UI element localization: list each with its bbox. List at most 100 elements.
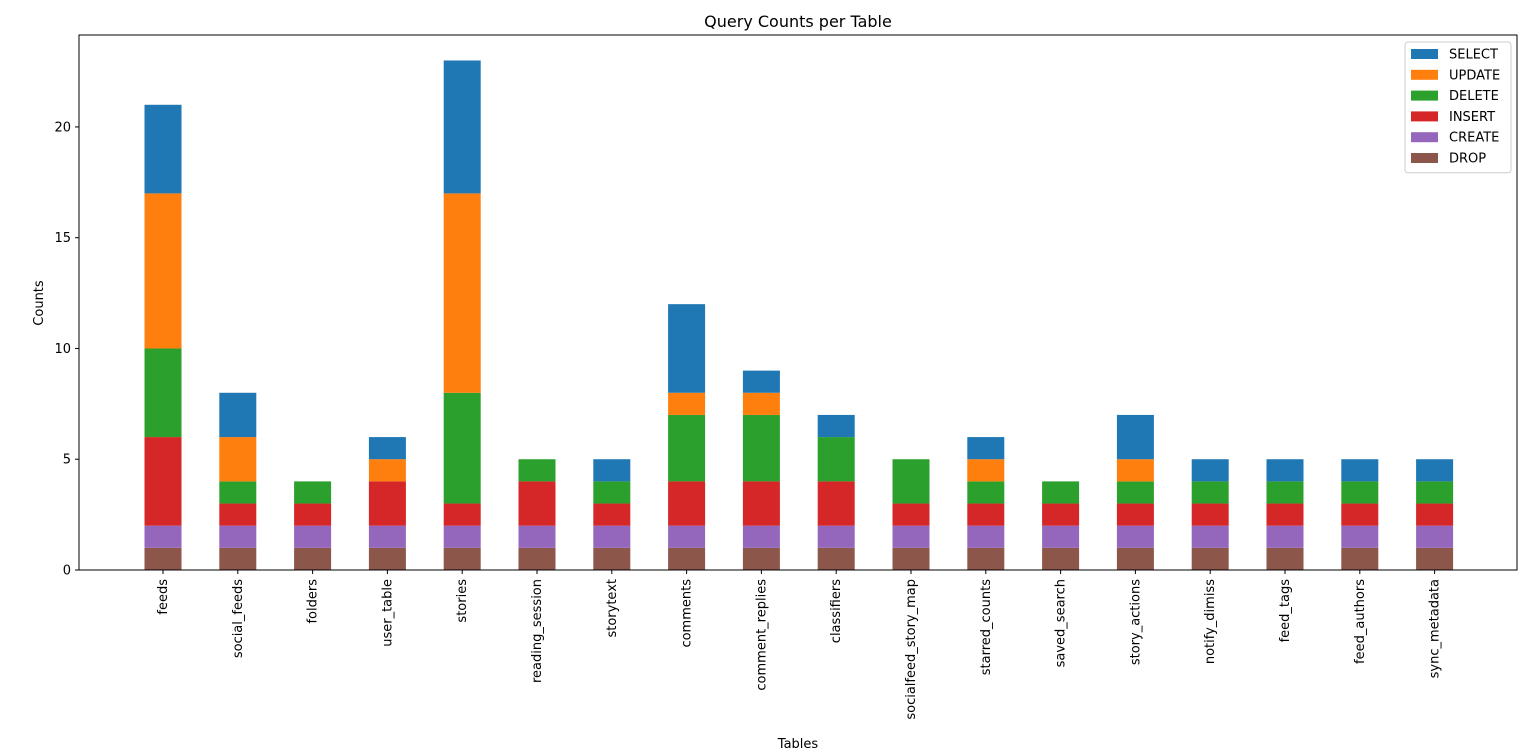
legend-swatch-delete bbox=[1411, 90, 1438, 101]
x-tick-label-stories: stories bbox=[455, 579, 470, 623]
bar-comment-replies-update bbox=[742, 392, 780, 415]
bar-comment-replies-insert bbox=[742, 481, 780, 526]
x-tick-label-storytext: storytext bbox=[605, 579, 620, 638]
bar-socialfeed-story-map-delete bbox=[892, 459, 930, 504]
bar-comments-create bbox=[668, 525, 706, 548]
bar-stories-delete bbox=[443, 392, 481, 504]
legend-swatch-create bbox=[1411, 132, 1438, 143]
bar-feed-tags-select bbox=[1266, 459, 1304, 482]
bar-socialfeed-story-map-create bbox=[892, 525, 930, 548]
legend-swatch-insert bbox=[1411, 111, 1438, 122]
bar-classifiers-insert bbox=[817, 481, 855, 526]
bar-socialfeed-story-map-insert bbox=[892, 503, 930, 526]
bar-reading-session-create bbox=[518, 525, 556, 548]
x-tick-label-feed-tags: feed_tags bbox=[1278, 579, 1293, 643]
bar-notify-dimiss-delete bbox=[1191, 481, 1229, 504]
bar-story-actions-create bbox=[1116, 525, 1154, 548]
bar-comment-replies-select bbox=[742, 370, 780, 393]
legend-swatch-select bbox=[1411, 49, 1438, 59]
legend-swatch-drop bbox=[1411, 153, 1438, 163]
bar-stories-update bbox=[443, 193, 481, 393]
bar-storytext-insert bbox=[593, 503, 631, 526]
x-tick-label-reading-session: reading_session bbox=[530, 579, 545, 683]
bar-classifiers-drop bbox=[817, 547, 855, 570]
bar-storytext-create bbox=[593, 525, 631, 548]
bar-user-table-create bbox=[368, 525, 406, 548]
y-tick-label-20: 20 bbox=[54, 120, 71, 135]
bar-social-feeds-delete bbox=[219, 481, 257, 504]
bar-notify-dimiss-insert bbox=[1191, 503, 1229, 526]
bar-storytext-delete bbox=[593, 481, 631, 504]
bar-saved-search-create bbox=[1042, 525, 1080, 548]
bar-feed-authors-delete bbox=[1341, 481, 1379, 504]
bar-saved-search-drop bbox=[1042, 547, 1080, 570]
bar-folders-create bbox=[294, 525, 332, 548]
bar-saved-search-insert bbox=[1042, 503, 1080, 526]
bar-social-feeds-drop bbox=[219, 547, 257, 570]
bar-feed-tags-insert bbox=[1266, 503, 1304, 526]
bar-story-actions-drop bbox=[1116, 547, 1154, 570]
bar-comment-replies-drop bbox=[742, 547, 780, 570]
bar-socialfeed-story-map-drop bbox=[892, 547, 930, 570]
x-tick-label-social-feeds: social_feeds bbox=[231, 579, 246, 658]
bar-social-feeds-select bbox=[219, 392, 257, 438]
bar-reading-session-delete bbox=[518, 459, 556, 482]
bar-classifiers-select bbox=[817, 414, 855, 438]
bar-folders-insert bbox=[294, 503, 332, 526]
bar-saved-search-delete bbox=[1042, 481, 1080, 504]
bar-starred-counts-drop bbox=[967, 547, 1005, 570]
bar-folders-drop bbox=[294, 547, 332, 570]
legend-label-delete: DELETE bbox=[1449, 89, 1499, 104]
bar-comments-select bbox=[668, 304, 706, 393]
bar-sync-metadata-create bbox=[1416, 525, 1454, 548]
bar-feeds-delete bbox=[144, 348, 182, 438]
bars-group bbox=[144, 60, 1454, 570]
bar-stories-drop bbox=[443, 547, 481, 570]
x-tick-label-feeds: feeds bbox=[156, 579, 171, 615]
bar-stories-insert bbox=[443, 503, 481, 526]
y-axis-label: Counts bbox=[32, 280, 47, 326]
bar-social-feeds-update bbox=[219, 437, 257, 482]
bar-storytext-select bbox=[593, 459, 631, 482]
x-tick-label-feed-authors: feed_authors bbox=[1353, 579, 1368, 664]
bar-sync-metadata-delete bbox=[1416, 481, 1454, 504]
x-tick-label-folders: folders bbox=[306, 579, 321, 624]
legend: SELECT UPDATE DELETE INSERT CREATE DROP bbox=[1404, 41, 1512, 174]
legend-label-create: CREATE bbox=[1449, 131, 1499, 146]
x-tick-label-saved-search: saved_search bbox=[1054, 579, 1069, 667]
bar-user-table-drop bbox=[368, 547, 406, 570]
bar-social-feeds-create bbox=[219, 525, 257, 548]
bar-classifiers-create bbox=[817, 525, 855, 548]
bar-feed-tags-create bbox=[1266, 525, 1304, 548]
bar-folders-delete bbox=[294, 481, 332, 504]
bar-stories-select bbox=[443, 60, 481, 194]
bar-comments-insert bbox=[668, 481, 706, 526]
bar-user-table-select bbox=[368, 437, 406, 460]
bar-story-actions-insert bbox=[1116, 503, 1154, 526]
bar-feeds-select bbox=[144, 104, 182, 194]
bar-story-actions-delete bbox=[1116, 481, 1154, 504]
bar-comments-delete bbox=[668, 414, 706, 482]
bar-feeds-insert bbox=[144, 437, 182, 526]
bar-notify-dimiss-create bbox=[1191, 525, 1229, 548]
x-tick-label-classifiers: classifiers bbox=[829, 579, 844, 643]
bar-comment-replies-create bbox=[742, 525, 780, 548]
legend-label-insert: INSERT bbox=[1449, 110, 1495, 125]
bar-user-table-update bbox=[368, 459, 406, 482]
x-tick-label-sync-metadata: sync_metadata bbox=[1428, 579, 1443, 678]
bar-feed-authors-create bbox=[1341, 525, 1379, 548]
bar-story-actions-update bbox=[1116, 459, 1154, 482]
bar-feeds-create bbox=[144, 525, 182, 548]
bar-reading-session-insert bbox=[518, 481, 556, 526]
legend-label-select: SELECT bbox=[1449, 48, 1498, 63]
bar-starred-counts-update bbox=[967, 459, 1005, 482]
x-tick-label-comments: comments bbox=[680, 579, 695, 648]
bar-notify-dimiss-drop bbox=[1191, 547, 1229, 570]
y-tick-label-5: 5 bbox=[63, 453, 71, 468]
bar-sync-metadata-select bbox=[1416, 459, 1454, 482]
x-tick-label-socialfeed-story-map: socialfeed_story_map bbox=[904, 579, 919, 720]
x-tick-label-user-table: user_table bbox=[380, 579, 395, 647]
bar-starred-counts-delete bbox=[967, 481, 1005, 504]
bar-comments-drop bbox=[668, 547, 706, 570]
